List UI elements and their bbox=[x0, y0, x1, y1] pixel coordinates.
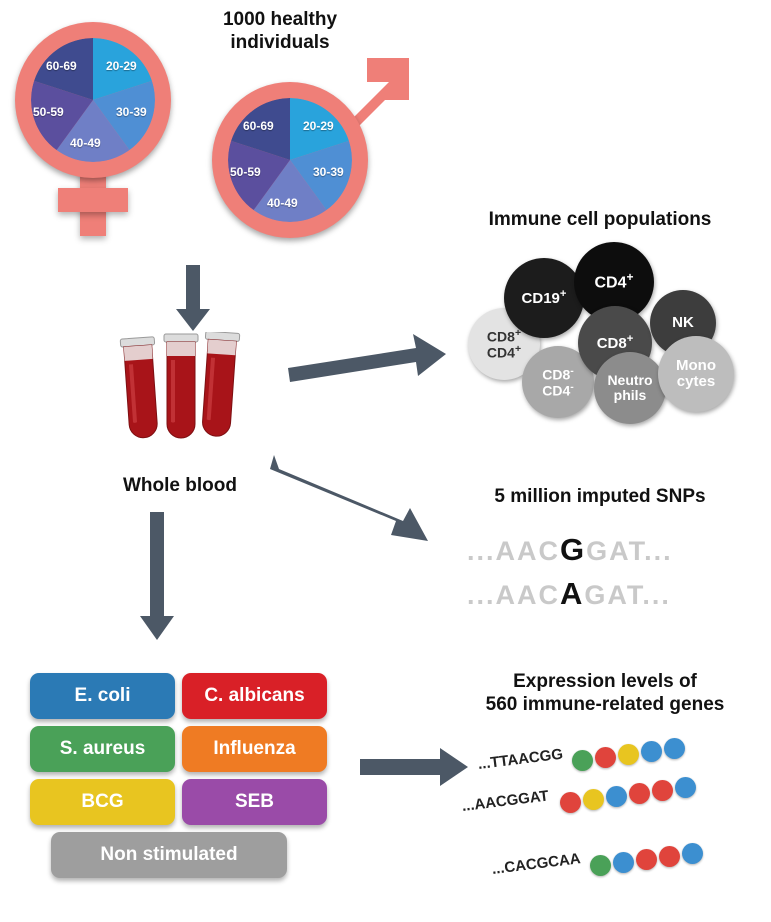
female-age-label-50-59: 50-59 bbox=[33, 105, 64, 119]
female-age-pie bbox=[31, 38, 155, 162]
male-age-label-30-39: 30-39 bbox=[313, 165, 344, 179]
female-age-label-20-29: 20-29 bbox=[106, 59, 137, 73]
stimulus-label: Non stimulated bbox=[100, 844, 238, 865]
stimulus-c-albicans[interactable]: C. albicans bbox=[182, 673, 327, 719]
arrow-stimuli-to-expression bbox=[360, 748, 470, 788]
stimulus-s-aureus[interactable]: S. aureus bbox=[30, 726, 175, 772]
gene-bead bbox=[675, 777, 696, 798]
immune-cell-label: NK bbox=[672, 314, 694, 332]
gene-bead bbox=[664, 738, 685, 759]
immune-cell-neutrophils: Neutro phils bbox=[594, 352, 666, 424]
stimulus-non-stimulated[interactable]: Non stimulated bbox=[51, 832, 287, 878]
snp-sequence-line-2: ...AACAGAT... bbox=[467, 576, 671, 612]
stimulus-bcg[interactable]: BCG bbox=[30, 779, 175, 825]
immune-cell-label: CD19+ bbox=[521, 288, 567, 308]
snps-title: 5 million imputed SNPs bbox=[494, 486, 706, 507]
blood-tubes bbox=[110, 330, 250, 452]
immune-cell-label: Mono cytes bbox=[676, 357, 716, 390]
cohort-title-line2: individuals bbox=[230, 32, 330, 53]
cohort-title: 1000 healthy individuals bbox=[155, 8, 405, 54]
snp-line1-suffix: GAT... bbox=[586, 536, 673, 566]
male-age-label-40-49: 40-49 bbox=[267, 196, 298, 210]
expression-title-line1: Expression levels of bbox=[513, 671, 697, 692]
gene-bead bbox=[636, 849, 657, 870]
gene-sequence-3: ...CACGCAA bbox=[490, 850, 582, 878]
immune-cell-label: CD8+ bbox=[596, 333, 634, 353]
stimulus-label: E. coli bbox=[74, 685, 131, 706]
female-stem-cross bbox=[58, 188, 128, 212]
male-age-label-60-69: 60-69 bbox=[243, 119, 274, 133]
female-age-label-40-49: 40-49 bbox=[70, 136, 101, 150]
snp-sequence-line-1: ...AACGGAT... bbox=[467, 532, 673, 568]
gene-bead bbox=[606, 786, 627, 807]
gene-bead bbox=[659, 846, 680, 867]
arrow-cohort-to-blood bbox=[175, 265, 211, 333]
gene-sequence-2: ...AACGGAT bbox=[460, 787, 550, 815]
arrow-blood-to-stimuli bbox=[139, 512, 175, 642]
stimulus-influenza[interactable]: Influenza bbox=[182, 726, 327, 772]
gene-sequence-1: ...TTAACGG bbox=[476, 745, 564, 773]
cohort-title-line1: 1000 healthy bbox=[222, 9, 338, 30]
gene-bead bbox=[595, 747, 616, 768]
immune-cell-cd19pos: CD19+ bbox=[504, 258, 584, 338]
immune-cell-monocytes: Mono cytes bbox=[658, 336, 734, 412]
snp-line1-prefix: ...AAC bbox=[467, 536, 560, 566]
immune-cell-label: Neutro phils bbox=[607, 372, 653, 403]
whole-blood-label: Whole blood bbox=[123, 475, 237, 496]
female-age-label-30-39: 30-39 bbox=[116, 105, 147, 119]
gene-bead bbox=[641, 741, 662, 762]
snp-line1-highlight: G bbox=[560, 532, 587, 567]
gene-bead bbox=[613, 852, 634, 873]
male-gender-symbol: 20-29 30-39 40-49 50-59 60-69 bbox=[205, 40, 415, 240]
male-age-label-50-59: 50-59 bbox=[230, 165, 261, 179]
female-gender-symbol: 20-29 30-39 40-49 50-59 60-69 bbox=[8, 12, 183, 242]
stimulus-label: BCG bbox=[81, 791, 124, 812]
stimulus-label: Influenza bbox=[213, 738, 296, 759]
stimulus-label: C. albicans bbox=[204, 685, 305, 706]
gene-bead bbox=[572, 750, 593, 771]
gene-bead bbox=[652, 780, 673, 801]
gene-bead bbox=[560, 792, 581, 813]
gene-bead bbox=[618, 744, 639, 765]
gene-bead bbox=[682, 843, 703, 864]
stimulus-e-coli[interactable]: E. coli bbox=[30, 673, 175, 719]
immune-cell-label: CD8- CD4- bbox=[542, 364, 574, 399]
gene-bead bbox=[590, 855, 611, 876]
arrow-blood-to-snps bbox=[270, 455, 435, 550]
gene-bead bbox=[629, 783, 650, 804]
gene-bead bbox=[583, 789, 604, 810]
male-age-label-20-29: 20-29 bbox=[303, 119, 334, 133]
snp-line2-highlight: A bbox=[560, 576, 585, 611]
stimulus-label: S. aureus bbox=[59, 738, 146, 759]
immune-cell-label: CD4+ bbox=[594, 270, 634, 292]
male-age-pie bbox=[228, 98, 352, 222]
immune-title: Immune cell populations bbox=[488, 209, 712, 230]
immune-cell-label: CD8+ CD4+ bbox=[486, 326, 522, 361]
immune-cell-cluster: CD8+ CD4+ CD8- CD4- CD19+ CD4+ CD8+ NK Neu… bbox=[460, 240, 760, 424]
arrow-blood-to-immune bbox=[288, 330, 448, 386]
snp-line2-prefix: ...AAC bbox=[467, 580, 560, 610]
stimulus-seb[interactable]: SEB bbox=[182, 779, 327, 825]
expression-title: Expression levels of 560 immune-related … bbox=[450, 670, 760, 716]
female-age-label-60-69: 60-69 bbox=[46, 59, 77, 73]
expression-title-line2: 560 immune-related genes bbox=[485, 694, 725, 715]
stimulus-label: SEB bbox=[234, 791, 275, 812]
snp-line2-suffix: GAT... bbox=[584, 580, 671, 610]
